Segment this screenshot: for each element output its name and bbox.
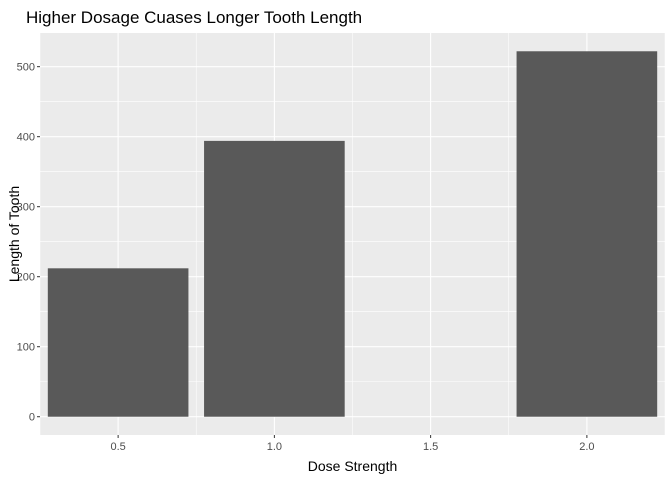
- bar-dose-1: [204, 140, 345, 417]
- x-axis-title: Dose Strength: [308, 458, 398, 474]
- chart-title: Higher Dosage Cuases Longer Tooth Length: [26, 8, 362, 27]
- y-tick-label: 400: [17, 132, 35, 144]
- y-axis-title: Length of Tooth: [6, 186, 22, 282]
- y-tick-label: 500: [17, 62, 35, 74]
- y-tick-label: 200: [17, 272, 35, 284]
- x-tick-label: 1.5: [423, 441, 438, 453]
- bar-dose-0.5: [47, 268, 189, 417]
- x-tick-label: 2.0: [579, 441, 594, 453]
- axis-ticks: 0 100 200 300 400 500 0.5 1.0 1.5 2.0: [17, 62, 595, 453]
- bars: [47, 51, 658, 417]
- x-tick-label: 0.5: [110, 441, 125, 453]
- y-tick-label: 100: [17, 342, 35, 354]
- x-tick-label: 1.0: [267, 441, 282, 453]
- y-tick-label: 300: [17, 202, 35, 214]
- bar-dose-2: [516, 51, 658, 417]
- y-tick-label: 0: [29, 412, 35, 424]
